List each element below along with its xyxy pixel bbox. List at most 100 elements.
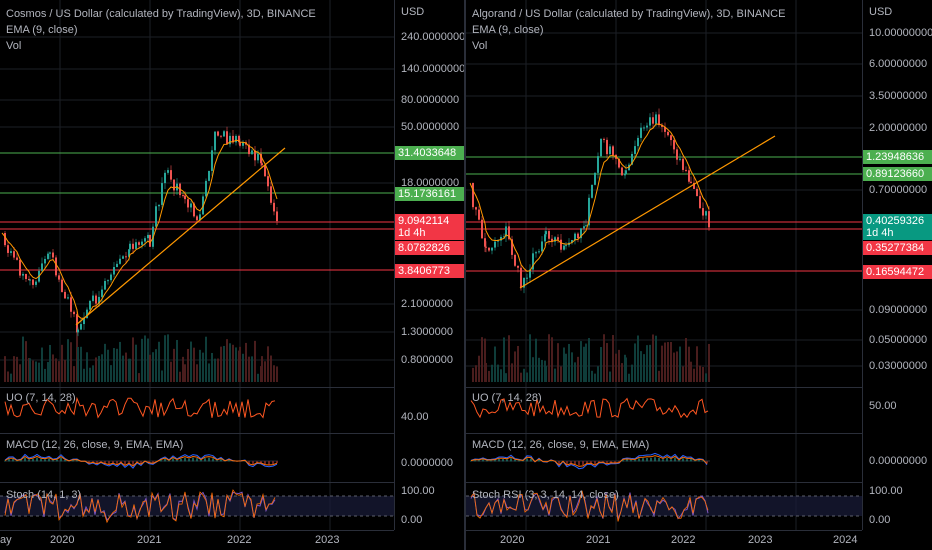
candle-body — [35, 281, 37, 285]
price-axis[interactable]: USD 10.00000000 6.00000000 3.50000000 2.… — [862, 0, 932, 530]
volume-bar — [511, 363, 513, 382]
pane-separator[interactable] — [0, 433, 464, 434]
candle-body — [574, 233, 576, 240]
candle-body — [208, 170, 210, 181]
price-tick: 80.0000000 — [401, 94, 460, 106]
stoch-tick: 0.00 — [401, 514, 423, 526]
volume-bar — [104, 343, 106, 382]
candle-body — [646, 125, 648, 128]
volume-bar — [217, 358, 219, 382]
volume-bar — [167, 334, 169, 382]
pane-separator[interactable] — [466, 433, 932, 434]
volume-legend[interactable]: Vol — [6, 40, 22, 52]
macd-histogram-bar — [530, 458, 532, 462]
volume-bar — [708, 343, 710, 382]
volume-bar — [176, 339, 178, 382]
candle-body — [141, 241, 143, 245]
volume-bar — [107, 349, 109, 382]
volume-bar — [182, 356, 184, 382]
macd-histogram-bar — [602, 461, 604, 463]
volume-bar — [670, 341, 672, 382]
candle-body — [193, 203, 195, 217]
chart-pane-cosmos[interactable]: Cosmos / US Dollar (calculated by Tradin… — [0, 0, 464, 550]
macd-histogram-bar — [176, 459, 178, 462]
volume-bar — [161, 370, 163, 382]
candle-body — [475, 207, 477, 210]
volume-bar — [47, 362, 49, 382]
macd-histogram-bar — [474, 459, 476, 462]
macd-histogram-bar — [566, 461, 568, 465]
volume-bar — [196, 364, 198, 382]
price-chart-cosmos[interactable] — [0, 0, 394, 530]
volume-bar — [264, 361, 266, 382]
chart-pane-algorand[interactable]: Algorand / US Dollar (calculated by Trad… — [466, 0, 932, 550]
volume-bar — [652, 334, 654, 382]
stoch-tick: 0.00 — [869, 514, 891, 526]
candle-body — [594, 172, 596, 185]
pane-separator[interactable] — [0, 482, 464, 483]
uo-legend[interactable]: UO (7, 14, 28) — [472, 392, 542, 404]
volume-bar — [80, 346, 82, 382]
candle-body — [170, 170, 172, 180]
stoch-legend[interactable]: Stoch (14, 1, 3) — [6, 489, 82, 501]
price-axis[interactable]: USD 240.0000000 140.0000000 80.0000000 5… — [394, 0, 464, 530]
ema-legend[interactable]: EMA (9, close) — [472, 24, 544, 36]
volume-bar — [600, 347, 602, 382]
volume-bar — [625, 357, 627, 382]
volume-bar — [67, 339, 69, 382]
pane-separator[interactable] — [466, 482, 932, 483]
volume-bar — [640, 351, 642, 382]
candle-body — [232, 135, 234, 143]
symbol-title[interactable]: Algorand / US Dollar (calculated by Trad… — [472, 8, 786, 20]
volume-bar — [517, 345, 519, 382]
level-badge: 31.4033648 — [395, 146, 464, 160]
macd-legend[interactable]: MACD (12, 26, close, 9, EMA, EMA) — [472, 439, 650, 451]
macd-histogram-bar — [192, 457, 194, 462]
macd-histogram-bar — [694, 460, 696, 462]
macd-histogram-bar — [28, 459, 30, 462]
macd-histogram-bar — [64, 459, 66, 462]
stoch-rsi-legend[interactable]: Stoch RSI (3, 3, 14, 14, close) — [472, 489, 619, 501]
panel-divider[interactable] — [464, 0, 466, 550]
macd-histogram-bar — [168, 460, 170, 462]
macd-histogram-bar — [550, 460, 552, 462]
candle-body — [649, 117, 651, 126]
uo-tick: 40.00 — [401, 411, 429, 423]
candle-body — [158, 204, 160, 207]
macd-legend[interactable]: MACD (12, 26, close, 9, EMA, EMA) — [6, 439, 184, 451]
macd-histogram-bar — [578, 461, 580, 466]
candle-body — [13, 251, 15, 258]
volume-bar — [211, 352, 213, 382]
volume-bar — [135, 344, 137, 382]
candle-body — [682, 158, 684, 170]
candle-body — [621, 167, 623, 176]
macd-histogram-bar — [200, 459, 202, 462]
volume-bar — [267, 346, 269, 382]
volume-bar — [705, 373, 707, 382]
pane-separator[interactable] — [0, 387, 464, 388]
candle-body — [217, 131, 219, 136]
time-axis[interactable]: 2020 2021 2022 2023 2024 — [466, 530, 862, 550]
symbol-title[interactable]: Cosmos / US Dollar (calculated by Tradin… — [6, 8, 316, 20]
candle-body — [55, 257, 57, 276]
macd-histogram-bar — [132, 461, 134, 466]
ema-legend[interactable]: EMA (9, close) — [6, 24, 78, 36]
pane-separator[interactable] — [466, 387, 932, 388]
volume-bar — [661, 345, 663, 382]
price-chart-algorand[interactable] — [466, 0, 862, 530]
volume-bar — [557, 343, 559, 382]
volume-bar — [110, 365, 112, 382]
uo-legend[interactable]: UO (7, 14, 28) — [6, 392, 76, 404]
level-badge: 0.89123660 — [863, 167, 932, 181]
volume-bar — [597, 366, 599, 382]
macd-histogram-bar — [276, 461, 278, 464]
volume-bar — [19, 364, 21, 382]
volume-bar — [193, 347, 195, 382]
volume-legend[interactable]: Vol — [472, 40, 488, 52]
candle-body — [161, 183, 163, 205]
macd-histogram-bar — [570, 461, 572, 464]
candle-body — [211, 150, 213, 171]
volume-bar — [664, 342, 666, 382]
time-axis[interactable]: ay 2020 2021 2022 2023 — [0, 530, 394, 550]
volume-bar — [141, 338, 143, 382]
